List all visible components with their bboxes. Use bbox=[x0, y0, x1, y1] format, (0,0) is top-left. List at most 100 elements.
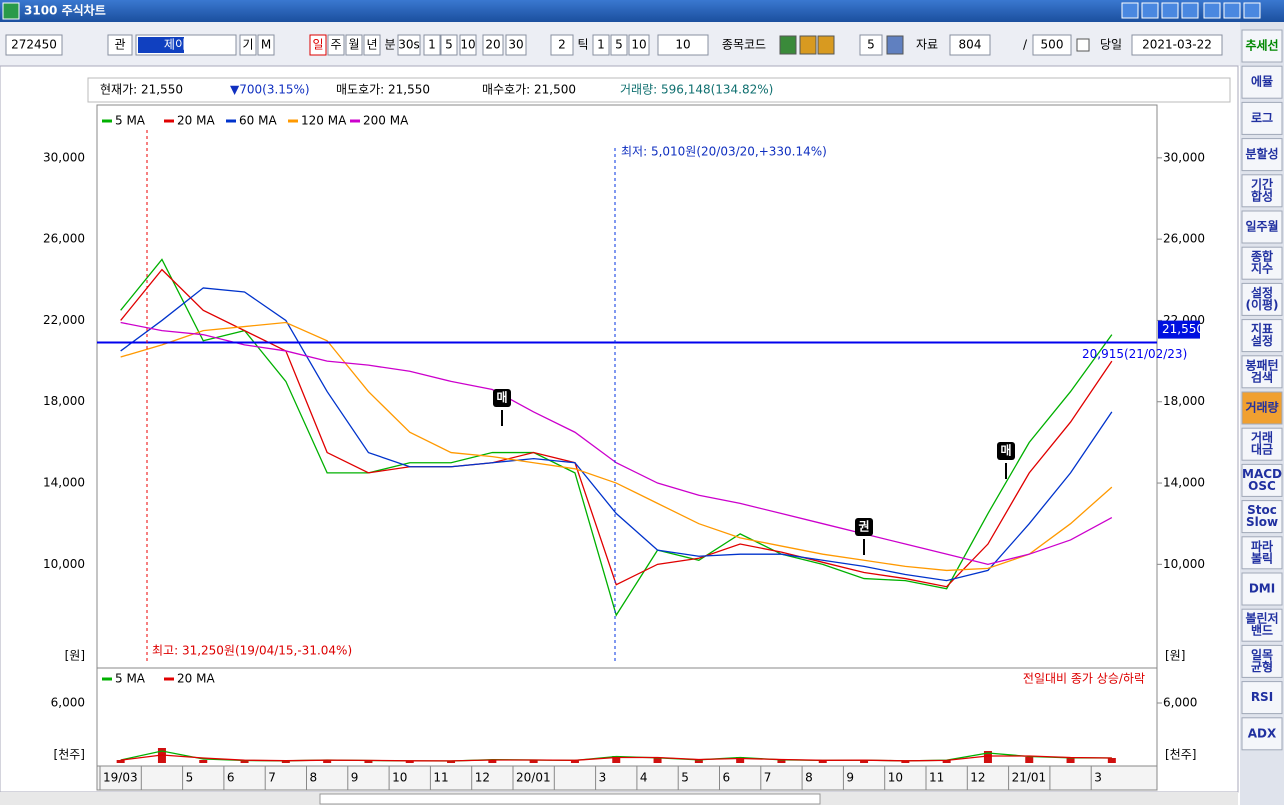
toolbar-text: 10 bbox=[460, 38, 475, 52]
sidebar-button[interactable] bbox=[1241, 463, 1283, 497]
toolbar-icon[interactable] bbox=[817, 35, 835, 55]
sidebar-button[interactable] bbox=[1241, 608, 1283, 642]
sidebar-label: 봉패턴 bbox=[1245, 357, 1278, 372]
x-tick-label: 21/01 bbox=[1012, 771, 1047, 785]
sidebar-button[interactable] bbox=[1241, 210, 1283, 244]
toolbar-field[interactable] bbox=[949, 34, 991, 56]
toolbar-field[interactable] bbox=[363, 34, 381, 56]
window-buttons[interactable] bbox=[1121, 2, 1261, 19]
toolbar-field[interactable] bbox=[459, 34, 477, 56]
volume-bar bbox=[983, 751, 992, 763]
sidebar-button[interactable] bbox=[1241, 355, 1283, 389]
toolbar-field[interactable] bbox=[345, 34, 363, 56]
sidebar-button[interactable] bbox=[1241, 427, 1283, 461]
win-btn[interactable] bbox=[1181, 2, 1199, 19]
sidebar-button[interactable] bbox=[1241, 536, 1283, 570]
toolbar-field[interactable] bbox=[440, 34, 458, 56]
sidebar-button[interactable] bbox=[1241, 246, 1283, 280]
win-btn[interactable] bbox=[1141, 2, 1159, 19]
win-btn[interactable] bbox=[1121, 2, 1139, 19]
toolbar-field[interactable] bbox=[397, 34, 421, 56]
win-btn[interactable] bbox=[1203, 2, 1221, 19]
chart-panel bbox=[0, 65, 1239, 793]
toolbar-text: 20 bbox=[485, 38, 500, 52]
sidebar-label: OSC bbox=[1248, 479, 1276, 493]
x-tick-label: 4 bbox=[640, 771, 648, 785]
toolbar-field[interactable] bbox=[327, 34, 345, 56]
sidebar-button[interactable] bbox=[1241, 500, 1283, 534]
sidebar-label: 설정 bbox=[1251, 333, 1273, 348]
legend-label: 20 MA bbox=[177, 114, 215, 128]
sidebar-label: 거래 bbox=[1251, 430, 1273, 445]
x-tick-label: 11 bbox=[433, 771, 448, 785]
toolbar-field[interactable] bbox=[257, 34, 275, 56]
toolbar-field[interactable] bbox=[550, 34, 574, 56]
sidebar-button[interactable] bbox=[1241, 644, 1283, 678]
toolbar-field[interactable] bbox=[505, 34, 527, 56]
legend-label: 5 MA bbox=[115, 672, 146, 686]
sidebar-button[interactable] bbox=[1241, 282, 1283, 316]
low-note: 최저: 5,010원(20/03/20,+330.14%) bbox=[621, 145, 827, 159]
sidebar-button[interactable] bbox=[1241, 681, 1283, 715]
x-tick-label: 5 bbox=[186, 771, 194, 785]
volume-bar bbox=[612, 756, 621, 763]
sidebar-label: 합성 bbox=[1251, 188, 1273, 203]
toolbar-field[interactable] bbox=[239, 34, 257, 56]
toolbar-text: 종목코드 bbox=[722, 38, 766, 52]
sidebar-button[interactable] bbox=[1241, 391, 1283, 425]
info-text: 매수호가: 21,500 bbox=[482, 83, 576, 97]
sidebar-label: 분할성 bbox=[1245, 146, 1278, 161]
signal-box bbox=[997, 442, 1015, 460]
toolbar-text: 기 bbox=[242, 38, 253, 52]
toolbar-text: 500 bbox=[1041, 38, 1064, 52]
toolbar-icon[interactable] bbox=[779, 35, 797, 55]
sidebar-label: 로그 bbox=[1251, 111, 1273, 125]
checkbox[interactable] bbox=[1076, 38, 1090, 52]
toolbar-icon[interactable] bbox=[799, 35, 817, 55]
sidebar-button[interactable] bbox=[1241, 572, 1283, 606]
toolbar-text: 틱 bbox=[577, 38, 588, 52]
sidebar-label: MACD bbox=[1242, 467, 1282, 481]
current-price-tag bbox=[1158, 320, 1200, 339]
y-tick-label-right: 10,000 bbox=[1163, 557, 1205, 571]
toolbar-field[interactable] bbox=[423, 34, 441, 56]
y-tick-label: 14,000 bbox=[43, 476, 85, 490]
toolbar-field[interactable] bbox=[1032, 34, 1072, 56]
date-axis bbox=[96, 765, 1158, 791]
toolbar-field[interactable] bbox=[107, 34, 133, 56]
sidebar-button[interactable] bbox=[1241, 138, 1283, 172]
y-tick-label-right: 26,000 bbox=[1163, 232, 1205, 246]
toolbar-field[interactable] bbox=[482, 34, 504, 56]
sidebar-button[interactable] bbox=[1241, 717, 1283, 751]
signal-box bbox=[855, 518, 873, 536]
toolbar-field[interactable] bbox=[859, 34, 883, 56]
signal: 권 bbox=[858, 520, 869, 534]
selection bbox=[138, 37, 184, 53]
sidebar-button[interactable] bbox=[1241, 319, 1283, 353]
win-btn[interactable] bbox=[1223, 2, 1241, 19]
sidebar-button[interactable] bbox=[1241, 29, 1283, 63]
toolbar-field[interactable] bbox=[610, 34, 628, 56]
y-tick-label: 22,000 bbox=[43, 313, 85, 327]
toolbar-field[interactable] bbox=[657, 34, 709, 56]
unit-label-right: [천주] bbox=[1165, 747, 1196, 762]
win-btn[interactable] bbox=[1161, 2, 1179, 19]
toolbar-icon[interactable] bbox=[886, 35, 904, 55]
window-title: 3100 주식차트 bbox=[24, 3, 106, 18]
sidebar-label: 에뮬 bbox=[1251, 74, 1273, 89]
scroll-thumb[interactable] bbox=[319, 793, 821, 805]
sidebar-button[interactable] bbox=[1241, 174, 1283, 208]
toolbar-field[interactable] bbox=[628, 34, 650, 56]
sidebar-button[interactable] bbox=[1241, 101, 1283, 135]
toolbar-field[interactable] bbox=[592, 34, 610, 56]
sidebar-button[interactable] bbox=[1241, 65, 1283, 99]
toolbar-text: 5 bbox=[867, 38, 875, 52]
win-btn[interactable] bbox=[1243, 2, 1261, 19]
toolbar-text: 일 bbox=[312, 38, 323, 52]
x-tick-label: 12 bbox=[970, 771, 985, 785]
toolbar-field[interactable] bbox=[5, 34, 63, 56]
sidebar-label: RSI bbox=[1251, 690, 1273, 704]
toolbar-field[interactable] bbox=[1131, 34, 1223, 56]
toolbar-field[interactable] bbox=[309, 34, 327, 56]
